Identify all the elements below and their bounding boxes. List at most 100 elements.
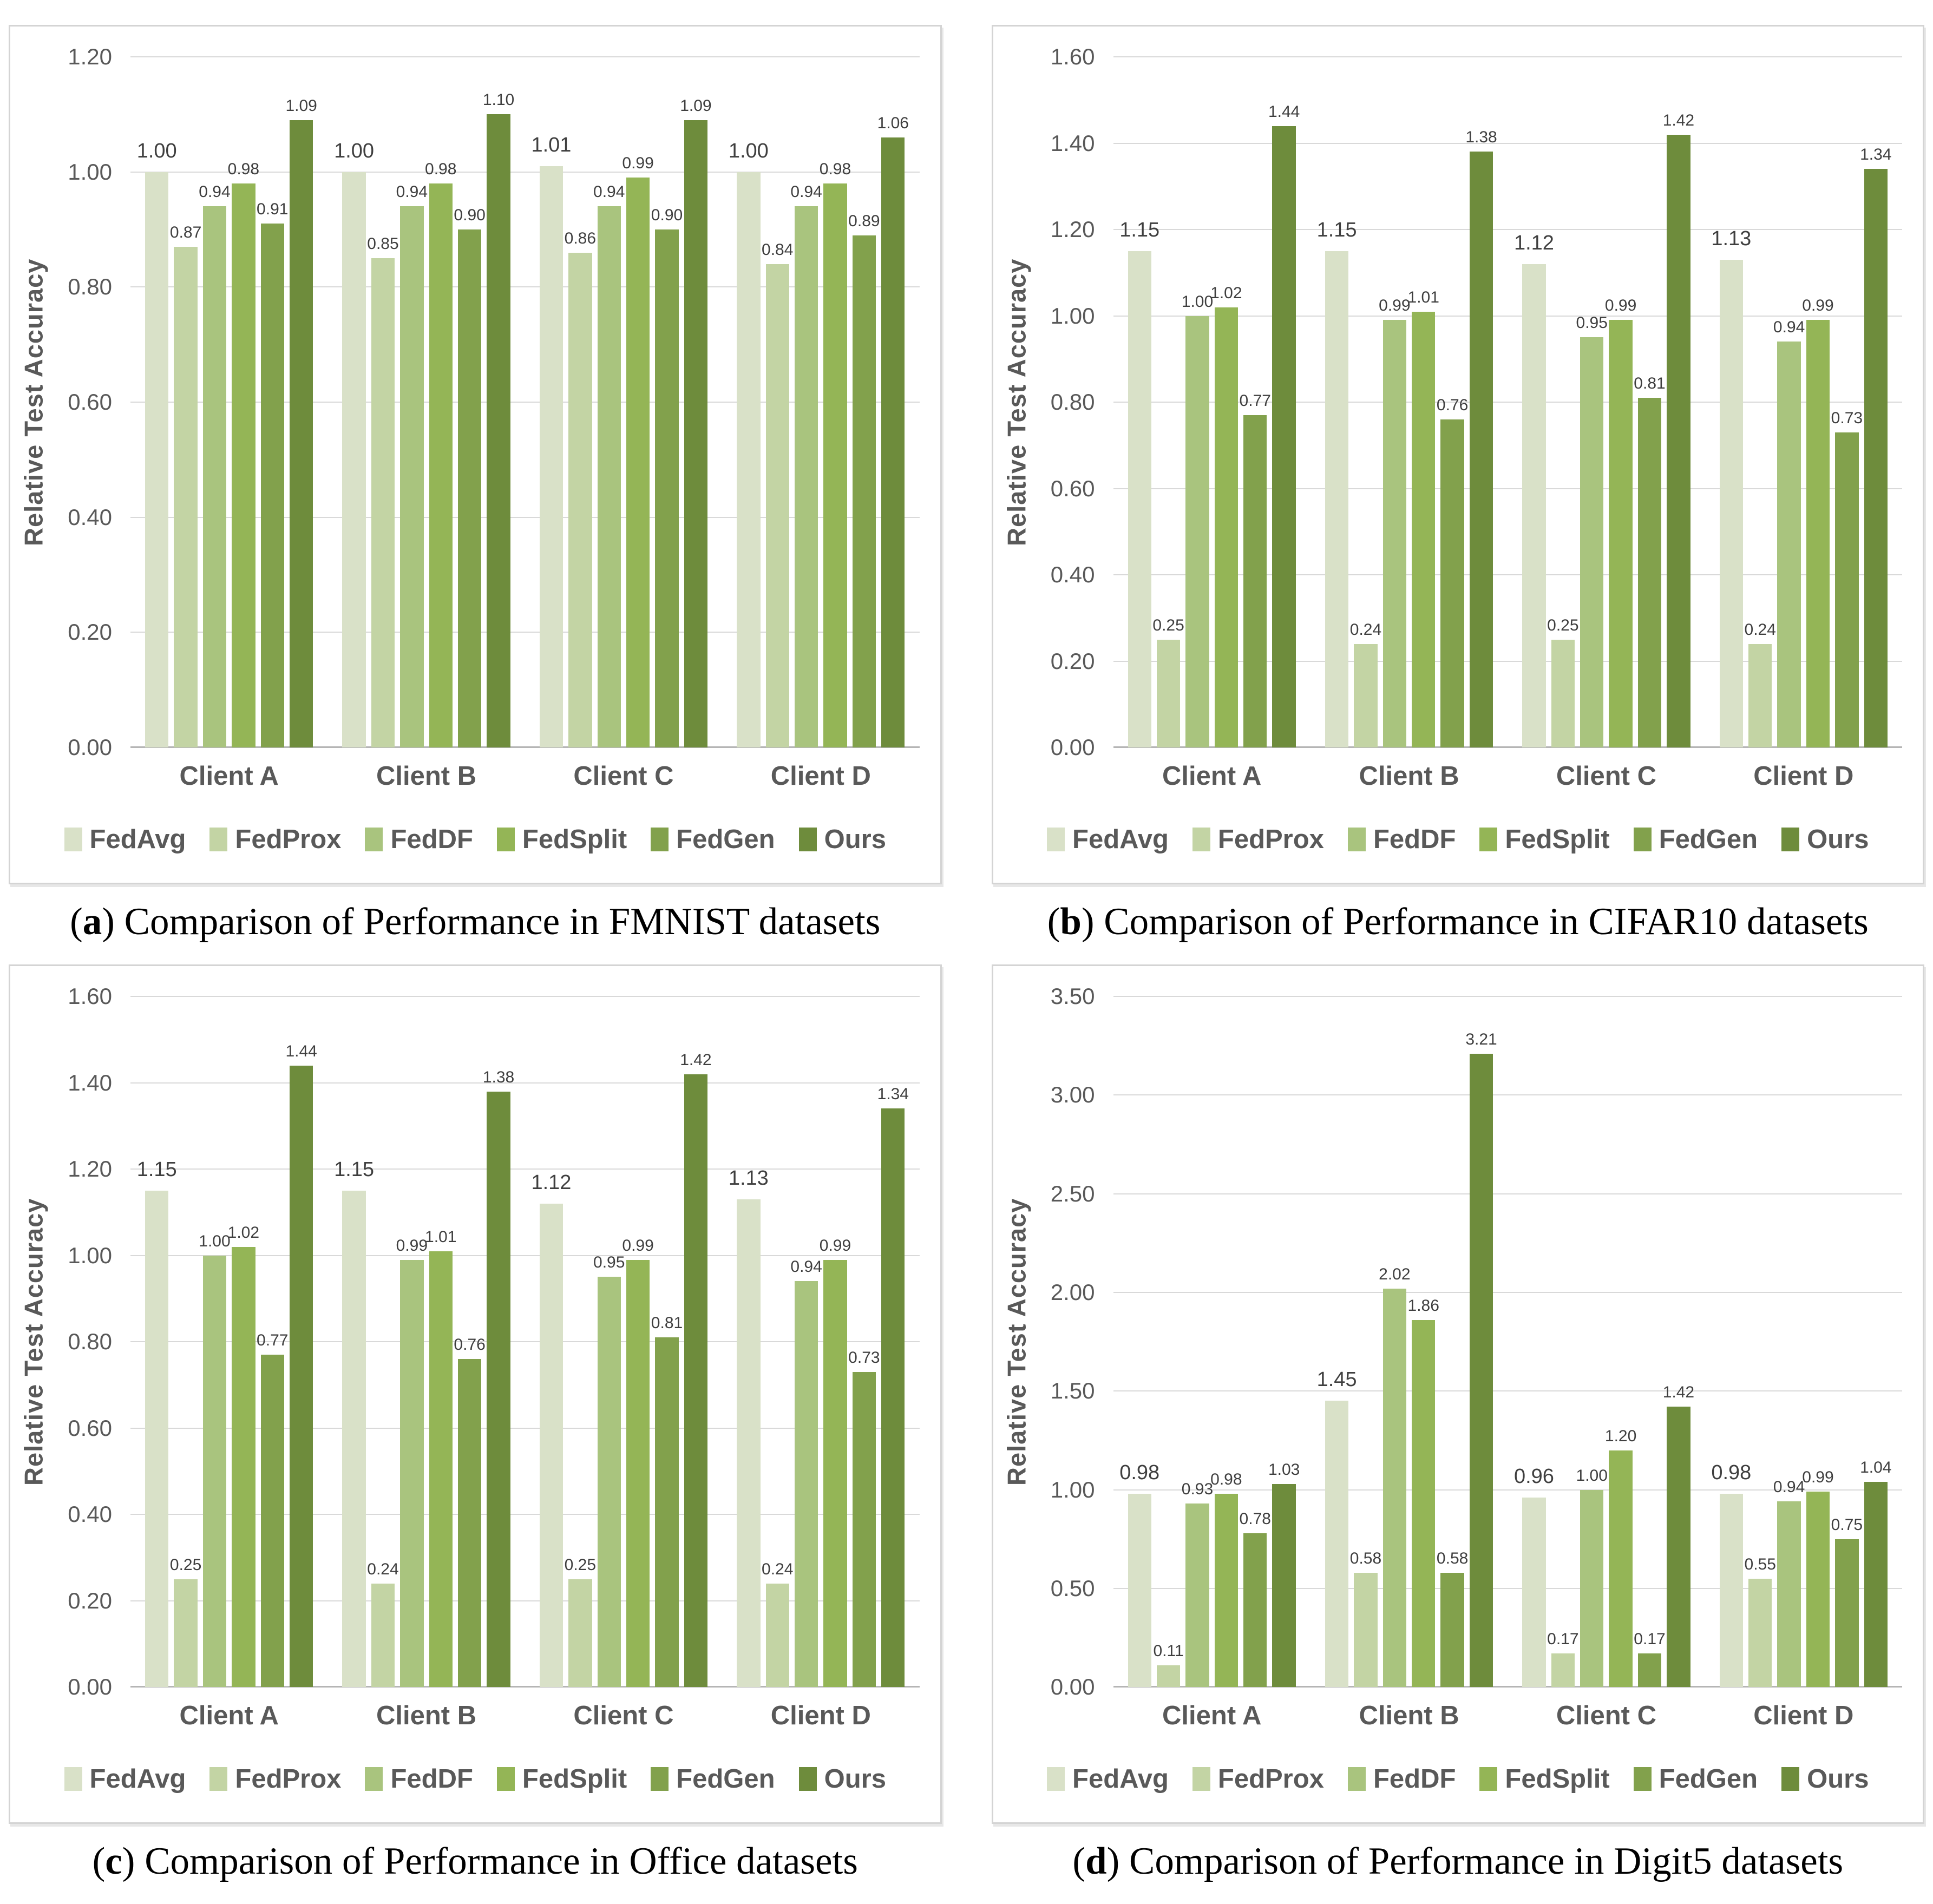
bar-fedgen-client-d bbox=[852, 1371, 876, 1688]
bar-slot: 0.81 bbox=[651, 996, 683, 1688]
y-tick-label: 0.50 bbox=[1050, 1575, 1095, 1601]
bar-cluster-client-c: 0.96 0.17 1.00 1.20 0.17 1.42 bbox=[1508, 996, 1705, 1688]
caption-paren: ( bbox=[1072, 1840, 1086, 1883]
bar-fedprox-client-a bbox=[1156, 1665, 1181, 1688]
plot-area: 0.98 0.11 0.93 0.98 0.78 1.03 1.45 0.58 2.02 1.86… bbox=[1113, 996, 1902, 1688]
bar-value-label: 1.00 bbox=[199, 1232, 231, 1250]
bar-ours-client-d bbox=[881, 1108, 905, 1688]
gridline bbox=[130, 1341, 920, 1343]
bar-slot: 0.24 bbox=[1350, 57, 1381, 747]
y-tick-label: 0.20 bbox=[68, 1587, 112, 1613]
legend-swatch-icon bbox=[1781, 1767, 1800, 1791]
y-tick-label: 0.20 bbox=[68, 619, 112, 645]
bar-slot: 1.02 bbox=[228, 996, 259, 1688]
gridline bbox=[130, 1514, 920, 1515]
caption-paren: ( bbox=[1047, 901, 1060, 943]
gridline bbox=[130, 56, 920, 57]
bar-fedprox-client-a bbox=[174, 246, 198, 747]
legend-label: FedDF bbox=[1373, 825, 1456, 854]
bar-slot: 0.98 bbox=[1711, 996, 1751, 1688]
bar-fedgen-client-b bbox=[457, 1359, 482, 1688]
y-tick-label: 3.00 bbox=[1050, 1082, 1095, 1108]
legend-item-feddf: FedDF bbox=[365, 824, 473, 855]
bar-clusters: 1.00 0.87 0.94 0.98 0.91 1.09 1.00 0.85 0.94 0.98… bbox=[130, 57, 920, 747]
bar-fedsplit-client-d bbox=[823, 183, 847, 747]
y-tick-label: 1.50 bbox=[1050, 1378, 1095, 1404]
bar-value-label: 0.86 bbox=[564, 229, 597, 247]
bar-value-label: 0.91 bbox=[257, 200, 289, 219]
bar-slot: 0.25 bbox=[565, 996, 596, 1688]
bar-cluster-client-a: 1.15 0.25 1.00 1.02 0.77 1.44 bbox=[1113, 57, 1310, 747]
bar-cluster-client-a: 1.15 0.25 1.00 1.02 0.77 1.44 bbox=[130, 996, 327, 1688]
x-axis-labels: Client A Client B Client C Client D bbox=[130, 747, 920, 805]
x-axis-line bbox=[130, 746, 920, 748]
bar-fedavg-client-a bbox=[145, 1190, 169, 1688]
y-axis-ticks: 0.00 0.20 0.40 0.60 0.80 1.00 1.20 1.40 1.60 bbox=[57, 985, 130, 1698]
bar-slot: 1.00 bbox=[199, 996, 231, 1688]
plot-area: 1.15 0.25 1.00 1.02 0.77 1.44 1.15 0.24 0.99 1.01… bbox=[1113, 56, 1902, 748]
bar-fedsplit-client-b bbox=[1412, 1320, 1436, 1688]
bar-slot: 1.09 bbox=[285, 57, 317, 747]
bar-value-label: 1.00 bbox=[1181, 292, 1214, 311]
y-tick-label: 0.00 bbox=[1050, 1674, 1095, 1700]
bar-feddf-client-d bbox=[794, 1281, 818, 1688]
bar-fedgen-client-c bbox=[1637, 1653, 1662, 1688]
bar-fedprox-client-b bbox=[371, 1583, 395, 1688]
gridline bbox=[130, 1600, 920, 1601]
x-axis-line bbox=[1113, 1686, 1902, 1688]
bar-value-label: 0.87 bbox=[169, 223, 202, 241]
x-axis-label-client-a: Client A bbox=[1162, 761, 1262, 791]
bar-value-label: 1.00 bbox=[728, 139, 769, 162]
bar-cluster-client-d: 1.13 0.24 0.94 0.99 0.73 1.34 bbox=[722, 996, 919, 1688]
bar-cluster-client-d: 0.98 0.55 0.94 0.99 0.75 1.04 bbox=[1705, 996, 1902, 1688]
bar-value-label: 1.15 bbox=[334, 1158, 375, 1181]
bar-value-label: 1.02 bbox=[227, 1223, 260, 1242]
bar-value-label: 1.13 bbox=[728, 1166, 769, 1190]
bar-fedgen-client-a bbox=[1243, 1533, 1267, 1688]
y-axis-ticks: 0.00 0.20 0.40 0.60 0.80 1.00 1.20 1.40 1.60 bbox=[1040, 45, 1113, 759]
bar-value-label: 1.45 bbox=[1316, 1368, 1357, 1391]
y-tick-label: 1.60 bbox=[68, 983, 112, 1009]
bar-ours-client-c bbox=[1667, 1407, 1690, 1688]
bar-cluster-client-a: 0.98 0.11 0.93 0.98 0.78 1.03 bbox=[1113, 996, 1310, 1688]
bar-feddf-client-b bbox=[1382, 1288, 1407, 1688]
gridline bbox=[1113, 229, 1902, 230]
legend: FedAvg FedProx FedDF FedSplit FedGen Ours bbox=[10, 805, 940, 874]
legend-label: FedGen bbox=[1659, 1764, 1758, 1794]
bar-value-label: 0.94 bbox=[199, 183, 231, 201]
gridline bbox=[1113, 142, 1902, 144]
bar-value-label: 2.02 bbox=[1379, 1265, 1411, 1283]
legend-item-fedprox: FedProx bbox=[209, 1764, 341, 1794]
bar-slot: 1.44 bbox=[285, 996, 317, 1688]
legend-label: FedAvg bbox=[89, 1764, 186, 1794]
bar-value-label: 1.15 bbox=[1119, 218, 1160, 241]
bar-fedavg-client-b bbox=[1325, 1401, 1349, 1688]
y-tick-label: 0.60 bbox=[1050, 475, 1095, 501]
y-tick-label: 1.20 bbox=[68, 1156, 112, 1182]
bar-feddf-client-a bbox=[1185, 1503, 1209, 1688]
bar-ours-client-a bbox=[289, 120, 313, 747]
bar-fedprox-client-b bbox=[371, 258, 395, 747]
x-axis-label-client-c: Client C bbox=[573, 1701, 674, 1731]
bar-fedavg-client-c bbox=[539, 1203, 563, 1688]
bar-slot: 1.34 bbox=[1860, 57, 1891, 747]
bar-fedprox-client-c bbox=[568, 1579, 592, 1688]
bar-value-label: 0.95 bbox=[593, 1253, 625, 1272]
bar-slot: 0.89 bbox=[848, 57, 880, 747]
y-tick-label: 0.80 bbox=[68, 274, 112, 300]
gridline bbox=[1113, 315, 1902, 317]
legend-item-fedprox: FedProx bbox=[1192, 824, 1324, 855]
bar-slot: 0.94 bbox=[396, 57, 428, 747]
plot-area: 1.15 0.25 1.00 1.02 0.77 1.44 1.15 0.24 0.99 1.01… bbox=[130, 996, 920, 1688]
bar-fedavg-client-c bbox=[539, 166, 563, 747]
legend-swatch-icon bbox=[496, 828, 515, 851]
bar-slot: 1.00 bbox=[137, 57, 177, 747]
bar-fedprox-client-c bbox=[568, 252, 592, 747]
bar-clusters: 1.15 0.25 1.00 1.02 0.77 1.44 1.15 0.24 0.99 1.01… bbox=[130, 996, 920, 1688]
y-tick-label: 1.40 bbox=[68, 1069, 112, 1095]
legend-item-ours: Ours bbox=[798, 1764, 886, 1794]
gridline bbox=[1113, 1489, 1902, 1491]
bar-slot: 0.75 bbox=[1831, 996, 1863, 1688]
chart-c: Relative Test Accuracy 0.00 0.20 0.40 0.60 0… bbox=[9, 964, 942, 1824]
bar-slot: 0.25 bbox=[1152, 57, 1184, 747]
